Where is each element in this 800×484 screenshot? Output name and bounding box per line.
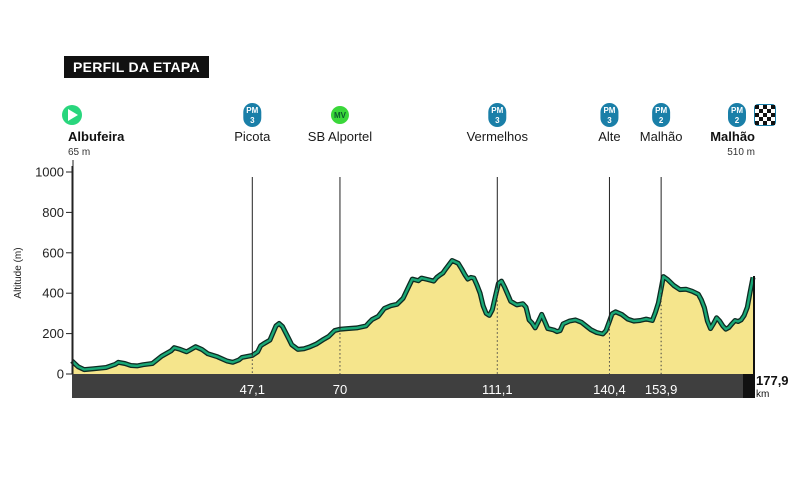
y-axis-title: Altitude (m): [13, 247, 24, 298]
sprint-badge-icon: [330, 106, 349, 124]
finish-flag-cell: [767, 109, 771, 113]
km-bar: [72, 374, 753, 398]
y-tick-label: 200: [42, 326, 64, 341]
climb-badge-text: PM: [603, 106, 615, 115]
waypoint-name: SB Alportel: [308, 129, 372, 144]
climb-badge-icon: [243, 103, 262, 127]
waypoint-name: Vermelhos: [467, 129, 529, 144]
climb-badge-text: PM: [246, 106, 258, 115]
climb-category: 3: [607, 116, 612, 125]
finish-flag-cell: [759, 121, 763, 125]
elevation-line: [71, 259, 755, 371]
km-marker-label: 47,1: [240, 382, 265, 397]
finish-flag-cell: [759, 117, 763, 121]
finish-flag-cell: [755, 113, 759, 117]
finish-flag-cell: [767, 113, 771, 117]
sprint-badge-text: MV: [334, 111, 347, 120]
km-marker-label: 140,4: [593, 382, 626, 397]
finish-flag-cell: [771, 113, 775, 117]
climb-badge-icon: [600, 103, 619, 127]
climb-category: 2: [659, 116, 664, 125]
waypoint-name: Malhão: [710, 129, 755, 144]
finish-flag-cell: [771, 121, 775, 125]
km-bar-finish-block: [743, 374, 755, 398]
finish-flag-cell: [755, 105, 759, 109]
total-distance-unit: km: [756, 389, 769, 400]
finish-flag-cell: [767, 105, 771, 109]
finish-flag-cell: [763, 121, 767, 125]
finish-flag-cell: [759, 105, 763, 109]
waypoint-name: Albufeira: [68, 129, 125, 144]
km-marker-label: 111,1: [482, 382, 513, 397]
finish-flag-cell: [763, 109, 767, 113]
km-marker-label: 70: [333, 382, 347, 397]
finish-flag-cell: [759, 113, 763, 117]
finish-flag-cell: [763, 105, 767, 109]
finish-flag-cell: [771, 105, 775, 109]
finish-flag-cell: [755, 121, 759, 125]
climb-badge-text: PM: [491, 106, 503, 115]
climb-category: 2: [735, 116, 740, 125]
waypoint-altitude: 510 m: [727, 147, 755, 158]
y-tick-label: 400: [42, 286, 64, 301]
finish-flag-cell: [755, 109, 759, 113]
finish-flag-cell: [767, 117, 771, 121]
climb-badge-icon: [728, 103, 746, 127]
climb-badge-icon: [488, 103, 507, 127]
km-marker-label: 153,9: [645, 382, 678, 397]
stage-profile-title: PERFIL DA ETAPA: [64, 56, 209, 78]
finish-flag-cell: [763, 117, 767, 121]
climb-category: 3: [495, 116, 500, 125]
y-tick-label: 800: [42, 205, 64, 220]
climb-badge-text: PM: [731, 106, 743, 115]
finish-flag-cell: [771, 117, 775, 121]
finish-flag-cell: [755, 117, 759, 121]
y-tick-label: 600: [42, 245, 64, 260]
waypoint-name: Picota: [234, 129, 271, 144]
elevation-area-fill: [72, 260, 753, 374]
y-tick-label: 0: [57, 367, 64, 382]
play-arrow-icon: [68, 109, 78, 121]
finish-flag-cell: [767, 121, 771, 125]
y-tick-label: 1000: [35, 165, 64, 180]
finish-flag-cell: [763, 113, 767, 117]
climb-badge-text: PM: [655, 106, 667, 115]
waypoint-name: Malhão: [640, 129, 683, 144]
finish-flag-cell: [759, 109, 763, 113]
waypoint-altitude: 65 m: [68, 147, 90, 158]
finish-flag-cell: [771, 109, 775, 113]
climb-category: 3: [250, 116, 255, 125]
total-distance-value: 177,9: [756, 373, 789, 388]
climb-badge-icon: [652, 103, 671, 127]
waypoint-name: Alte: [598, 129, 620, 144]
